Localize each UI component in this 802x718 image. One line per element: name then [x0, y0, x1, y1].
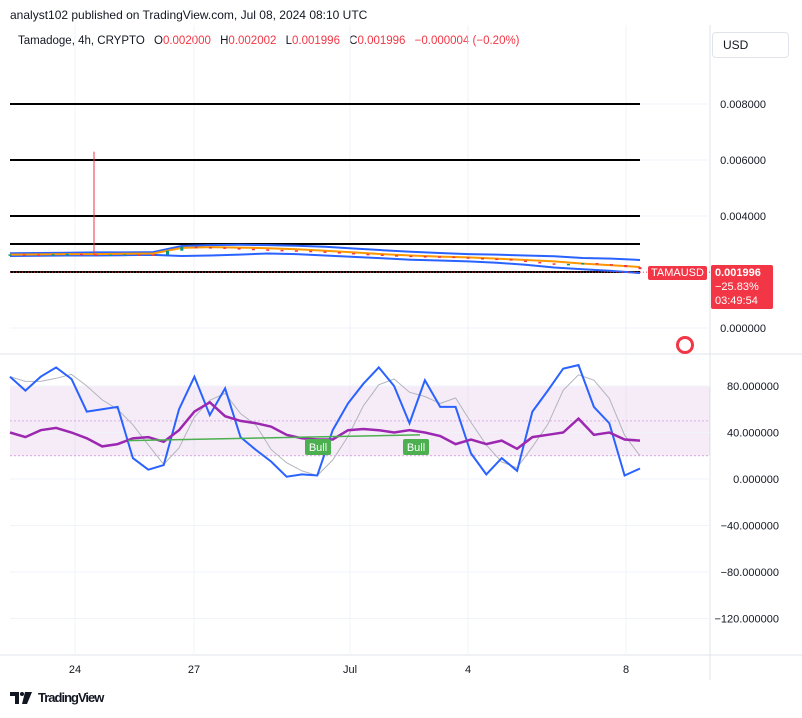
lower-band-line	[9, 252, 641, 275]
candle	[137, 254, 141, 256]
candle	[352, 252, 356, 255]
candle	[638, 267, 642, 270]
price-tick-label: 0.000000	[720, 323, 766, 335]
candle	[538, 261, 542, 264]
symbol-legend: Tamadoge, 4h, CRYPTO O0.002000 H0.002002…	[18, 35, 526, 47]
legend-open-label: O	[153, 35, 163, 47]
candle	[94, 254, 98, 256]
candle	[108, 254, 112, 256]
candle	[251, 248, 255, 251]
candle	[123, 254, 127, 256]
candle	[552, 263, 556, 265]
candle	[581, 263, 585, 265]
osc-tick-label: −120.000000	[714, 614, 779, 626]
candle	[337, 252, 341, 254]
price-tick-label: 0.008000	[720, 99, 766, 111]
candle	[438, 256, 442, 258]
legend-symbol: Tamadoge, 4h, CRYPTO	[18, 35, 145, 47]
candle	[180, 246, 184, 251]
candle	[194, 246, 198, 249]
price-change-pct: −25.83%	[715, 281, 759, 293]
currency-button[interactable]: USD	[712, 32, 789, 58]
candle	[151, 254, 155, 256]
candle	[223, 247, 227, 249]
tradingview-logo-icon	[10, 691, 32, 704]
candle	[8, 254, 12, 256]
candle	[80, 253, 84, 256]
osc-tick-label: 80.000000	[727, 381, 779, 393]
footer[interactable]: TradingView	[10, 690, 104, 705]
osc-tick-label: 0.000000	[733, 474, 779, 486]
osc-tick-label: −80.000000	[721, 567, 779, 579]
candle	[166, 250, 169, 255]
bar-countdown: 03:49:54	[715, 295, 758, 307]
candle	[380, 254, 384, 256]
footer-brand: TradingView	[38, 690, 104, 705]
osc-tick-label: 40.000000	[727, 428, 779, 440]
candle	[395, 255, 399, 257]
candle	[595, 263, 599, 265]
bull-label-text: Bull	[309, 442, 327, 454]
bull-label-box	[403, 439, 429, 455]
last-price: 0.001996	[715, 267, 761, 279]
candle	[37, 254, 41, 256]
us-flag-icon-inner	[679, 339, 691, 351]
legend-high-label: H	[220, 35, 229, 47]
candles-group	[8, 246, 642, 270]
candle	[280, 249, 284, 252]
x-tick-label: 27	[188, 664, 200, 676]
price-tick-label: 0.006000	[720, 155, 766, 167]
legend-change: −0.000004 (−0.20%)	[414, 35, 520, 47]
bull-label-box	[305, 439, 331, 455]
candle	[423, 256, 427, 258]
x-tick-label: Jul	[343, 664, 357, 676]
symbol-price-badge: TAMAUSD	[648, 266, 707, 280]
upper-band-line	[9, 243, 641, 261]
candle	[609, 264, 613, 266]
candle	[65, 253, 69, 256]
candle	[51, 254, 55, 256]
candle	[208, 247, 212, 249]
candle	[466, 257, 470, 259]
candle	[237, 248, 241, 250]
candle	[294, 250, 298, 252]
legend-low-label: L	[285, 35, 292, 47]
legend-close-label: C	[349, 35, 358, 47]
basis-line	[9, 246, 641, 268]
legend-high: 0.002002	[228, 35, 277, 47]
candle	[566, 263, 570, 266]
candle	[495, 258, 499, 261]
candle	[266, 249, 270, 251]
bull-divergence-line	[127, 434, 421, 442]
overbought-oversold-band	[10, 386, 710, 456]
candle	[452, 256, 456, 259]
candle	[481, 258, 484, 260]
last-price-badge: 0.001996 −25.83% 03:49:54	[711, 265, 773, 309]
x-tick-label: 8	[623, 664, 629, 676]
x-tick-label: 4	[465, 664, 471, 676]
candle	[366, 253, 370, 256]
candle	[509, 259, 513, 261]
price-tick-label: 0.004000	[720, 211, 766, 223]
candle	[309, 250, 313, 253]
publish-line: analyst102 published on TradingView.com,…	[10, 8, 368, 22]
candle	[523, 260, 527, 263]
candle	[22, 254, 26, 256]
candle	[409, 255, 413, 258]
x-tick-label: 24	[69, 664, 81, 676]
osc-tick-label: −40.000000	[721, 521, 779, 533]
legend-open: 0.002000	[162, 35, 211, 47]
candle	[323, 251, 327, 253]
bull-label-text: Bull	[407, 442, 425, 454]
candle	[624, 265, 628, 268]
legend-low: 0.001996	[292, 35, 340, 47]
legend-close: 0.001996	[357, 35, 406, 47]
